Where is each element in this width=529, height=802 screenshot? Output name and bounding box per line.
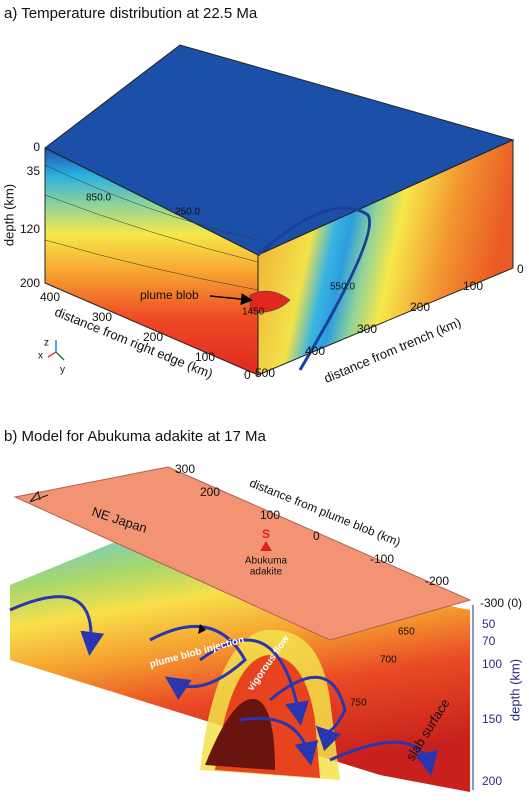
tick: 0 (313, 529, 320, 543)
contour-label: 650 (398, 627, 415, 638)
tick: 400 (40, 290, 60, 304)
right-edge-ticks: 400 300 200 100 0 (40, 290, 251, 382)
tick: 200 (410, 300, 430, 314)
station-marker (260, 541, 272, 551)
contour-label: 850.0 (86, 193, 111, 204)
ne-japan-plane (13, 466, 472, 641)
tick: 50 (482, 617, 496, 631)
flow-arrows (9, 595, 439, 776)
tick: 150 (482, 712, 502, 726)
tick: 70 (482, 634, 496, 648)
tick: 300 (357, 322, 377, 336)
tick: 400 (305, 344, 325, 358)
depth-tick: 0 (33, 140, 40, 154)
right-face (257, 139, 514, 376)
tick: -100 (370, 552, 394, 566)
contour-label: 550.0 (330, 282, 355, 293)
marker (198, 624, 206, 634)
station-label: Abukuma (245, 556, 288, 567)
plume-blob (249, 290, 291, 313)
trench-ticks: 500 400 300 200 100 0 (255, 262, 524, 380)
triad-label: z (44, 338, 49, 349)
depth-label: depth (km) (507, 659, 522, 721)
station-symbol: S (262, 527, 270, 541)
annotation-arrow (209, 293, 253, 306)
depth-ticks: 50 70 100 150 200 (482, 617, 502, 788)
depth-tick: 200 (20, 276, 40, 290)
contour-label: 700 (380, 655, 397, 666)
depth-label: depth (km) (1, 184, 16, 246)
contours (44, 164, 259, 291)
tick: 0 (244, 368, 251, 382)
annotation: plume blob (140, 288, 199, 302)
depth-tick: 35 (27, 164, 41, 178)
tick: 300 (92, 310, 112, 324)
tick: 100 (482, 657, 502, 671)
distance-ticks: 300 200 100 0 -100 -200 -300 (0) (175, 462, 522, 610)
volcano-icon (29, 490, 49, 503)
station-label: adakite (250, 567, 283, 578)
panel-title: a) Temperature distribution at 22.5 Ma (4, 5, 258, 22)
contour-label: 750 (350, 698, 367, 709)
tick: 200 (143, 330, 163, 344)
tick: -200 (425, 574, 449, 588)
tick: 100 (463, 279, 483, 293)
triad-label: y (60, 365, 65, 376)
axis-triad: z x y (38, 338, 65, 376)
panel-title: b) Model for Abukuma adakite at 17 Ma (4, 428, 266, 445)
contour-label: 250.0 (175, 207, 200, 218)
tick: 200 (482, 774, 502, 788)
triad-label: x (38, 351, 43, 362)
tick: 500 (255, 366, 275, 380)
tick: 100 (195, 350, 215, 364)
tick: 100 (260, 508, 280, 522)
slab (256, 206, 372, 371)
contour-label: 1450 (242, 307, 265, 318)
plume-core (205, 698, 275, 770)
tick: 200 (200, 485, 220, 499)
tick: 300 (175, 462, 195, 476)
tick: 0 (517, 262, 524, 276)
tick: -300 (0) (480, 596, 522, 610)
depth-tick: 120 (20, 222, 40, 236)
